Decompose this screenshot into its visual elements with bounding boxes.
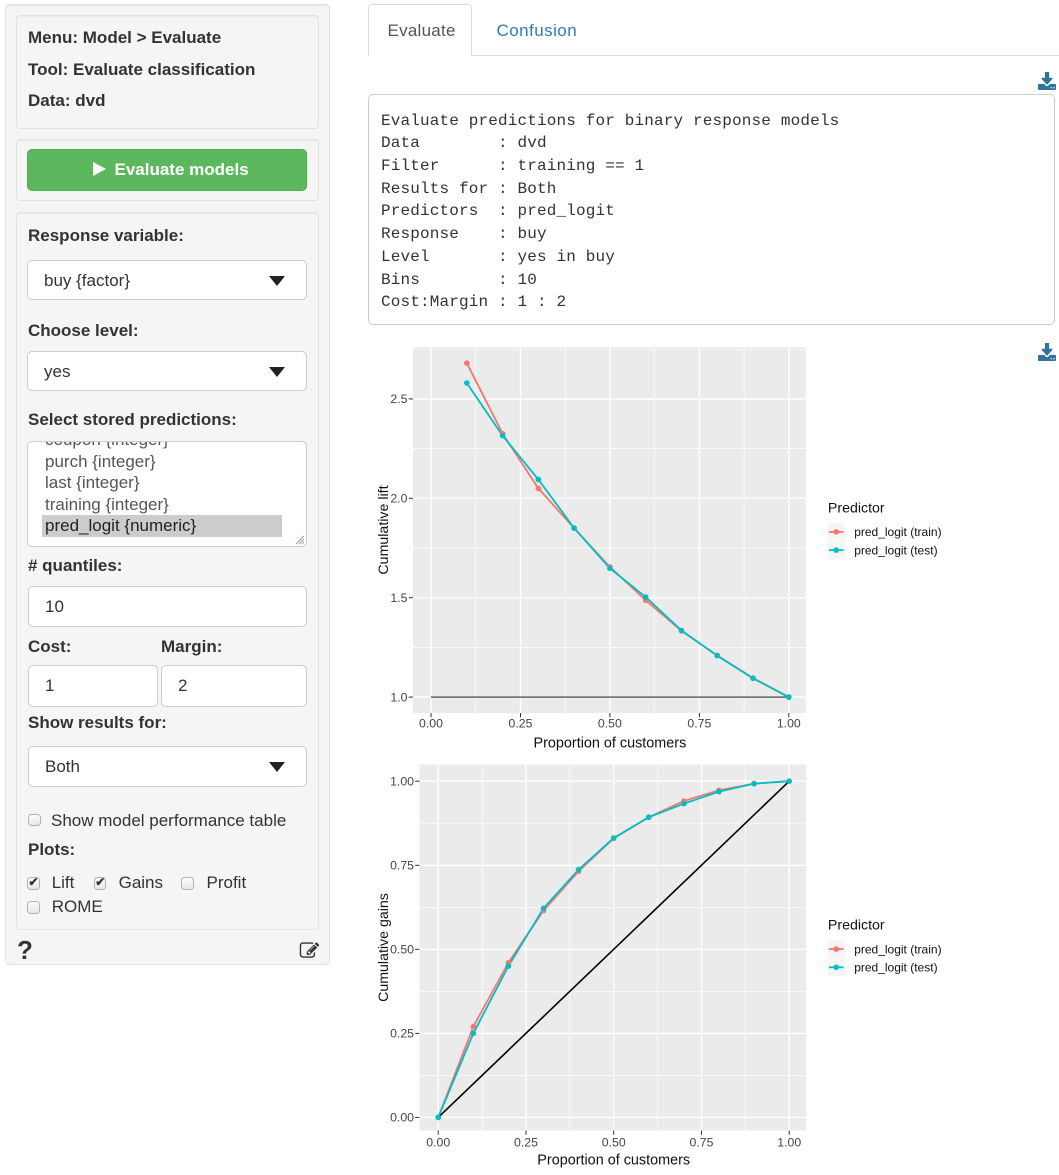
svg-text:Predictor: Predictor — [828, 918, 885, 934]
svg-text:1.00: 1.00 — [777, 717, 801, 731]
svg-text:0.25: 0.25 — [514, 1136, 538, 1150]
svg-text:0.75: 0.75 — [690, 1136, 714, 1150]
svg-text:1.5: 1.5 — [390, 591, 407, 605]
svg-text:1.00: 1.00 — [777, 1136, 801, 1150]
svg-text:0.00: 0.00 — [426, 1136, 450, 1150]
svg-text:0.25: 0.25 — [509, 717, 533, 731]
svg-text:2.0: 2.0 — [390, 492, 407, 506]
svg-text:Proportion of customers: Proportion of customers — [537, 1153, 690, 1169]
svg-text:0.50: 0.50 — [390, 943, 414, 957]
svg-text:0.75: 0.75 — [687, 717, 711, 731]
svg-text:pred_logit (test): pred_logit (test) — [854, 543, 937, 557]
svg-text:0.50: 0.50 — [602, 1136, 626, 1150]
svg-text:pred_logit (test): pred_logit (test) — [854, 961, 937, 975]
svg-text:0.75: 0.75 — [390, 859, 414, 873]
svg-text:0.25: 0.25 — [390, 1027, 414, 1041]
svg-text:pred_logit (train): pred_logit (train) — [854, 525, 941, 539]
svg-text:0.00: 0.00 — [419, 717, 443, 731]
svg-text:Cumulative lift: Cumulative lift — [376, 485, 392, 574]
svg-text:pred_logit (train): pred_logit (train) — [854, 942, 941, 956]
svg-text:0.00: 0.00 — [390, 1111, 414, 1125]
svg-text:2.5: 2.5 — [390, 392, 407, 406]
svg-text:Predictor: Predictor — [828, 500, 885, 516]
svg-text:Cumulative gains: Cumulative gains — [376, 893, 392, 1002]
svg-text:0.50: 0.50 — [598, 717, 622, 731]
svg-text:1.0: 1.0 — [390, 690, 407, 704]
svg-text:Proportion of customers: Proportion of customers — [534, 736, 687, 752]
svg-text:1.00: 1.00 — [390, 774, 414, 788]
